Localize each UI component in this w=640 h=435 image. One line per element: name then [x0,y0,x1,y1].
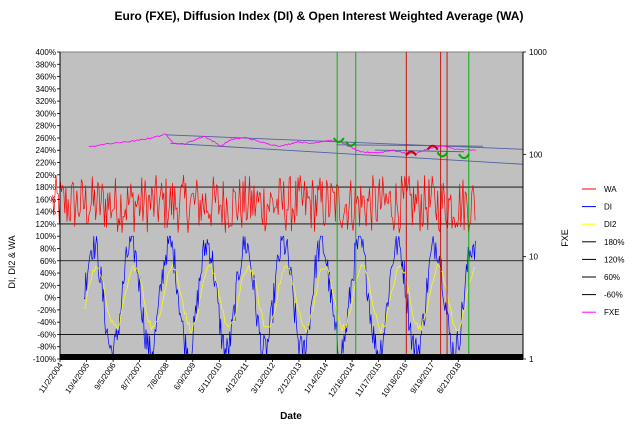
legend-label: DI2 [604,220,617,229]
y-tick-label: 80% [40,244,56,253]
y2-axis-label: FXE [560,229,570,247]
arc-markers [332,137,470,160]
legend-label: 180% [604,238,624,247]
arc-marker [458,153,470,160]
series-DI2-line [83,262,476,334]
y-tick-label: -40% [37,318,56,327]
y-tick-label: 120% [36,220,56,229]
legend-label: -60% [604,291,623,300]
trendline [336,144,484,147]
y-tick-label: 320% [36,97,56,106]
x-tick-label: 7/8/2008 [146,361,172,392]
trendline [165,134,524,150]
x-axis-label: Date [280,411,302,422]
series-WA-line [52,174,476,233]
plot-bottom-band [60,354,523,360]
y-tick-label: 260% [36,134,56,143]
y-tick-label: 240% [36,146,56,155]
y-tick-label: 200% [36,171,56,180]
y-tick-label: 280% [36,122,56,131]
legend-label: 120% [604,255,624,264]
y2-tick-label: 10 [529,253,538,262]
x-tick-label: 11/2/2004 [37,361,65,395]
y-axis-label: DI, DI2 & WA [7,235,17,288]
arc-marker [405,150,417,157]
legend-label: WA [604,185,617,194]
x-tick-label: 8/21/2018 [435,361,463,396]
y2-tick-label: 100 [529,150,543,159]
y-tick-label: 360% [36,73,56,82]
y-tick-label: 100% [36,232,56,241]
trendlines [165,134,524,165]
trendline [170,142,524,165]
x-tick-label: 2/12/2013 [276,361,304,396]
y-tick-label: 20% [40,281,56,290]
plot-area [59,51,524,360]
x-tick-label: 9/19/2017 [409,361,437,396]
legend-label: 60% [604,273,620,282]
legend-label: FXE [604,308,620,317]
arc-marker [345,141,357,147]
y-tick-label: -60% [37,330,56,339]
arc-marker [426,144,439,151]
x-tick-label: 4/12/2011 [223,361,251,395]
y-tick-label: -20% [37,306,56,315]
chart-title: Euro (FXE), Diffusion Index (DI) & Open … [115,9,524,23]
x-tick-label: 5/11/2010 [197,361,225,395]
y-tick-label: 160% [36,195,56,204]
x-tick-label: 6/9/2009 [172,361,198,392]
y2-tick-label: 1 [529,355,534,364]
y-tick-label: 60% [40,257,56,266]
arc-marker [332,137,345,143]
y-tick-label: 0% [44,294,56,303]
series-group [52,133,477,360]
x-tick-label: 8/7/2007 [119,361,145,392]
y-tick-label: 340% [36,85,56,94]
y-tick-label: 400% [36,48,56,57]
legend-label: DI [604,203,612,212]
trendline [374,149,464,153]
y-tick-label: -80% [37,343,56,352]
legend: WA DI DI2 180% 120% 60% -60% FXE [582,185,624,317]
y-tick-label: 40% [40,269,56,278]
y-tick-label: 180% [36,183,56,192]
y-tick-label: 300% [36,109,56,118]
y-tick-label: 380% [36,60,56,69]
reference-lines [60,186,523,335]
x-tick-label: 10/18/2016 [379,361,410,399]
x-tick-label: 9/5/2006 [93,361,119,392]
y-tick-label: -100% [33,355,56,364]
x-tick-label: 1/14/2014 [302,361,330,396]
y-tick-label: 220% [36,159,56,168]
series-DI-line [83,235,476,360]
arc-marker [436,151,449,158]
vertical-markers [336,52,470,359]
x-tick-label: 10/4/2005 [63,361,91,396]
series-FXE-line [88,133,477,155]
y2-tick-label: 1000 [529,48,547,57]
y-tick-label: 140% [36,208,56,217]
x-tick-label: 3/13/2012 [249,361,277,396]
